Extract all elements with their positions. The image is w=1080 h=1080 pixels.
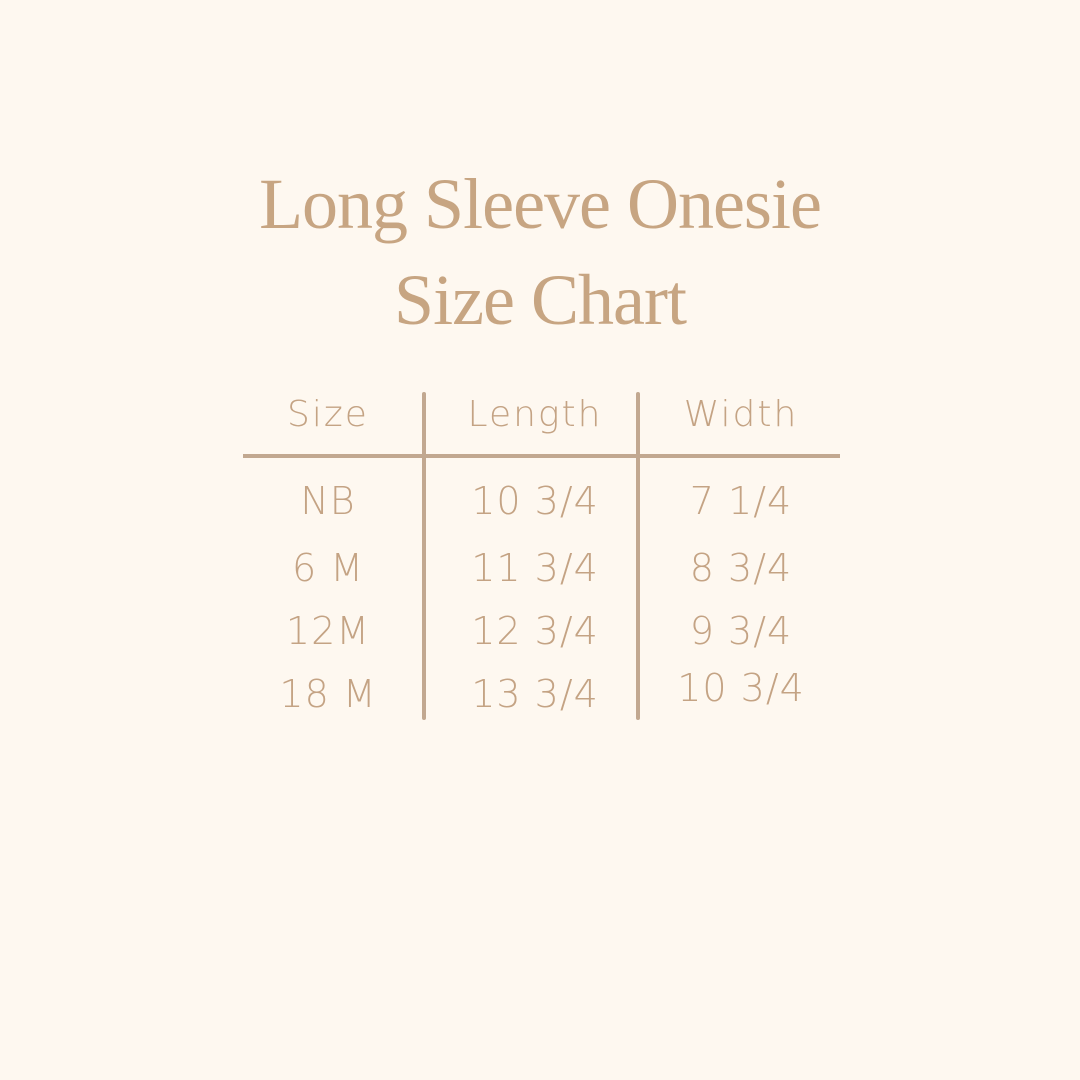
- title-line-1: Long Sleeve Onesie: [259, 164, 822, 244]
- table-cell: 10 3/4: [471, 479, 599, 523]
- table-cell: 7 1/4: [689, 479, 793, 523]
- table-cell: 18 M: [279, 672, 377, 716]
- table-cell: 8 3/4: [689, 546, 793, 590]
- column-divider: [636, 392, 640, 720]
- header-length: Length: [467, 394, 603, 435]
- table-cell: 12 3/4: [471, 609, 599, 653]
- header-size: Size: [287, 394, 369, 435]
- table-cell: 13 3/4: [471, 672, 599, 716]
- table-cell: 12M: [285, 609, 371, 653]
- table-cell: NB: [300, 479, 356, 523]
- column-divider: [422, 392, 426, 720]
- header-width: Width: [683, 394, 799, 435]
- table-cell: 11 3/4: [471, 546, 599, 590]
- table-cell: 10 3/4: [677, 666, 805, 710]
- title-line-2: Size Chart: [394, 260, 687, 340]
- header-divider: [243, 454, 840, 458]
- table-cell: 6 M: [291, 546, 365, 590]
- table-cell: 9 3/4: [689, 609, 793, 653]
